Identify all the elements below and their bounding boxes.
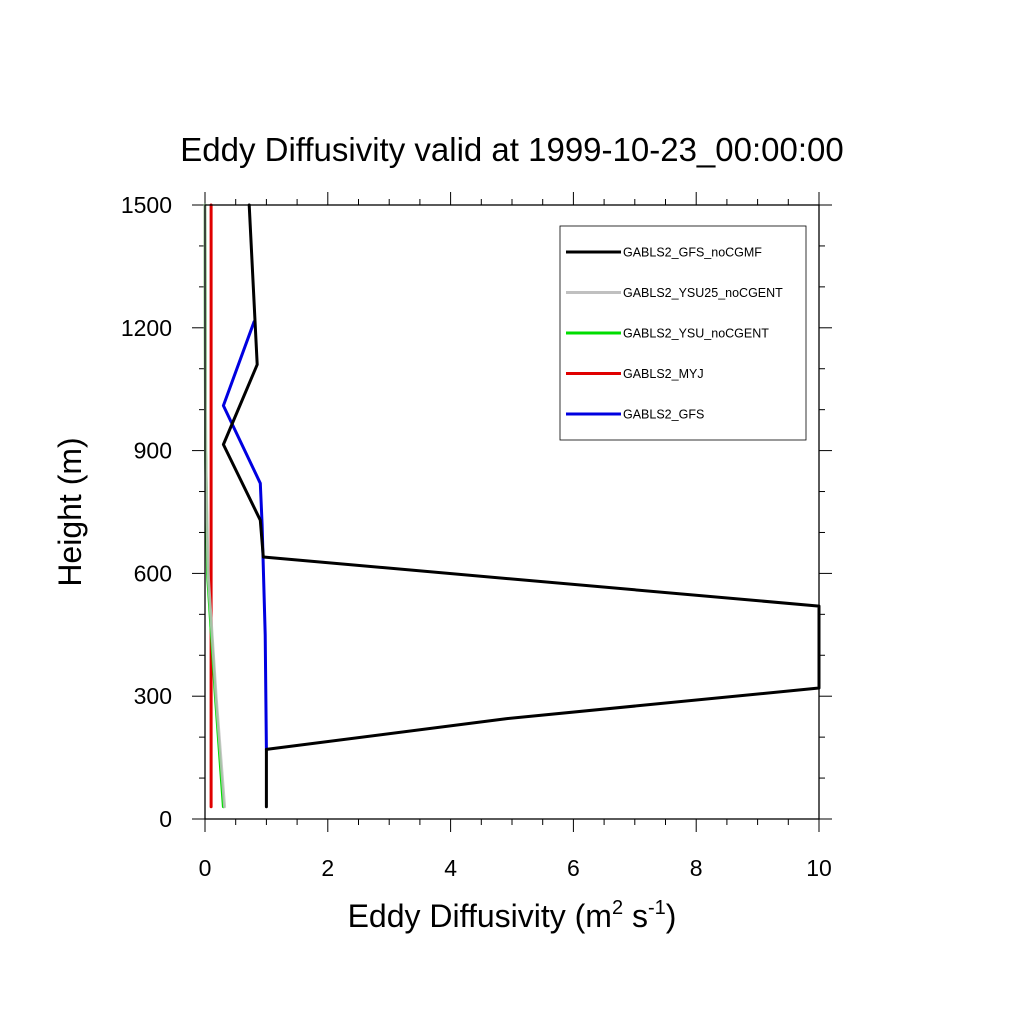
y-tick-label: 300 (134, 683, 172, 709)
x-axis-label-sup1: 2 (612, 897, 623, 919)
axis-ticks (192, 192, 832, 832)
legend-label-gabls2-gfs-nocgmf: GABLS2_GFS_noCGMF (623, 246, 762, 260)
y-axis-label: Height (m) (52, 437, 88, 586)
plot-frame (204, 204, 820, 820)
x-tick-label: 8 (690, 855, 703, 881)
series-line-gabls2-ysu25-nocgent (203, 203, 227, 809)
legend-label-gabls2-gfs: GABLS2_GFS (623, 408, 704, 422)
legend-label-gabls2-ysu-nocgent: GABLS2_YSU_noCGENT (623, 327, 769, 341)
chart-title: Eddy Diffusivity valid at 1999-10-23_00:… (180, 131, 843, 168)
y-tick-label: 1500 (121, 192, 172, 218)
legend-items: GABLS2_GFS_noCGMF GABLS2_YSU25_noCGENT GAB… (566, 246, 783, 422)
series-line-gabls2-gfs-nocgmf (221, 203, 821, 809)
y-tick-label: 600 (134, 560, 172, 586)
x-tick-label: 4 (444, 855, 457, 881)
x-axis-label: Eddy Diffusivity (m2 s-1) (348, 897, 677, 934)
x-axis-label-base: Eddy Diffusivity (m (348, 898, 612, 934)
x-axis-label-sup2: -1 (648, 897, 666, 919)
legend-label-gabls2-ysu25-nocgent: GABLS2_YSU25_noCGENT (623, 286, 783, 300)
x-axis-label-mid: s (623, 898, 648, 934)
y-tick-label: 1200 (121, 315, 172, 341)
x-axis-label-end: ) (666, 898, 677, 934)
x-tick-label: 6 (567, 855, 580, 881)
legend: GABLS2_GFS_noCGMF GABLS2_YSU25_noCGENT GAB… (559, 225, 807, 441)
series-line-gabls2-gfs (221, 320, 268, 751)
x-tick-label: 2 (321, 855, 334, 881)
x-tick-label: 0 (199, 855, 212, 881)
legend-label-gabls2-myj: GABLS2_MYJ (623, 367, 704, 381)
x-tick-label: 10 (806, 855, 832, 881)
tick-labels: 0 2 4 6 8 10 0 300 600 900 1200 1500 (121, 192, 832, 881)
y-tick-label: 900 (134, 438, 172, 464)
y-tick-label: 0 (159, 806, 172, 832)
